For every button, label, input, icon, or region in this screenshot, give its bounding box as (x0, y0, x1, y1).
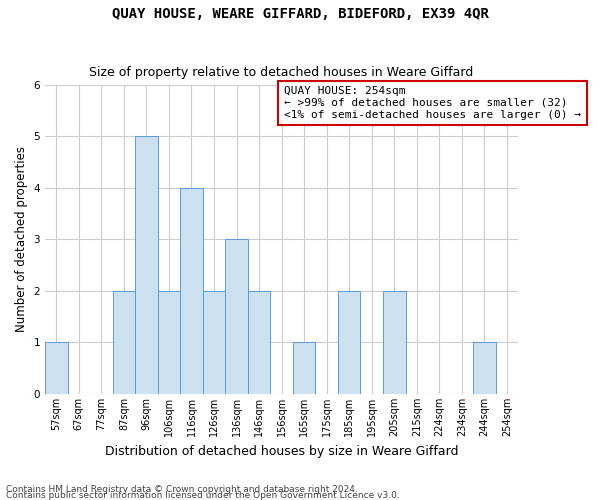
Bar (180, 188, 203, 394)
Bar (113, 291, 135, 394)
X-axis label: Distribution of detached houses by size in Weare Giffard: Distribution of detached houses by size … (105, 444, 458, 458)
Bar (293, 342, 316, 394)
Bar (158, 291, 180, 394)
Bar (338, 291, 361, 394)
Bar (473, 342, 496, 394)
Bar (135, 136, 158, 394)
Bar (45, 342, 68, 394)
Title: Size of property relative to detached houses in Weare Giffard: Size of property relative to detached ho… (89, 66, 474, 80)
Bar (203, 291, 225, 394)
Bar (225, 240, 248, 394)
Y-axis label: Number of detached properties: Number of detached properties (15, 146, 28, 332)
Text: Contains public sector information licensed under the Open Government Licence v3: Contains public sector information licen… (6, 490, 400, 500)
Bar (383, 291, 406, 394)
Text: QUAY HOUSE: 254sqm
← >99% of detached houses are smaller (32)
<1% of semi-detach: QUAY HOUSE: 254sqm ← >99% of detached ho… (284, 86, 581, 120)
Text: Contains HM Land Registry data © Crown copyright and database right 2024.: Contains HM Land Registry data © Crown c… (6, 484, 358, 494)
Bar (248, 291, 271, 394)
Text: QUAY HOUSE, WEARE GIFFARD, BIDEFORD, EX39 4QR: QUAY HOUSE, WEARE GIFFARD, BIDEFORD, EX3… (112, 8, 488, 22)
